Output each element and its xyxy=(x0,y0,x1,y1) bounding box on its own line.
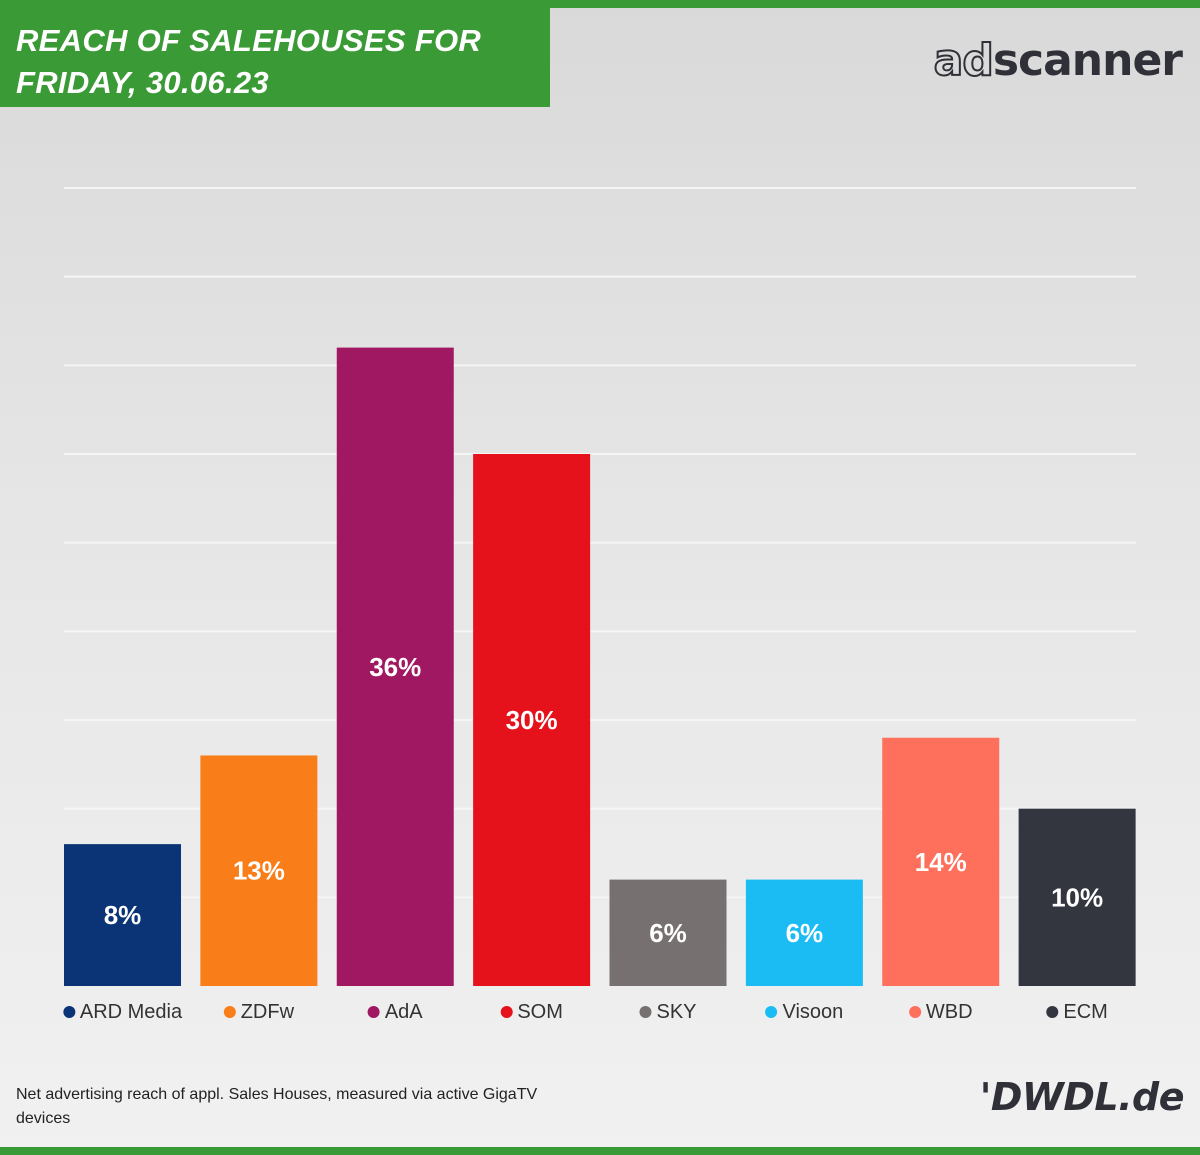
chart-title-line-2: FRIDAY, 30.06.23 xyxy=(16,65,269,100)
bar-visoon xyxy=(745,879,863,986)
legend-item: ARD Media xyxy=(62,1000,183,1024)
legend-item: Visoon xyxy=(765,1000,843,1024)
footnote: Net advertising reach of appl. Sales Hou… xyxy=(16,1086,538,1127)
logo-part-scanner: scanner xyxy=(992,35,1183,86)
bar-value-label: 8% xyxy=(104,900,142,930)
logo-part-ad: ad xyxy=(933,35,995,87)
legend-label: Visoon xyxy=(782,1000,844,1023)
legend-dot-icon xyxy=(639,1006,652,1018)
legend-label: SOM xyxy=(517,1000,563,1023)
dwdl-logo: 'DWDL.de xyxy=(979,1075,1185,1119)
legend-dot-icon xyxy=(765,1006,778,1018)
bar-sky xyxy=(609,879,727,986)
legend-dot-icon xyxy=(908,1006,921,1018)
bar-value-label: 6% xyxy=(649,918,687,948)
bar-value-label: 14% xyxy=(915,847,967,877)
legend-dot-icon xyxy=(62,1006,75,1018)
legend-label: SKY xyxy=(656,1000,697,1023)
chart-title-line-1: REACH OF SALEHOUSES FOR xyxy=(16,23,482,58)
legend-dot-icon xyxy=(1046,1006,1059,1018)
legend-dot-icon xyxy=(223,1006,236,1018)
bottom-accent-stripe xyxy=(0,1147,1200,1155)
bar-zdfw xyxy=(200,755,318,986)
adscanner-logo: adscanner xyxy=(933,35,1183,87)
legend-item: AdA xyxy=(367,1000,423,1024)
legend-dot-icon xyxy=(367,1006,380,1018)
legend-label: ECM xyxy=(1063,1000,1108,1023)
bar-value-label: 6% xyxy=(786,918,824,948)
legend-item: WBD xyxy=(908,1000,973,1024)
bar-ecm xyxy=(1018,808,1136,986)
bar-ada xyxy=(336,347,454,987)
legend-dot-icon xyxy=(500,1006,513,1018)
bar-value-label: 30% xyxy=(506,705,558,735)
bar-value-label: 36% xyxy=(369,652,421,682)
legend-item: ECM xyxy=(1046,1000,1108,1024)
bar-value-label: 13% xyxy=(233,856,285,886)
legend-item: ZDFw xyxy=(223,1000,295,1024)
legend-label: ZDFw xyxy=(240,1000,295,1023)
legend-label: ARD Media xyxy=(79,1000,183,1023)
legend-label: AdA xyxy=(384,1000,423,1023)
top-accent-stripe xyxy=(0,0,1200,8)
bar-ard-media xyxy=(64,844,181,986)
bar-som xyxy=(473,454,591,986)
bar-value-label: 10% xyxy=(1051,882,1103,912)
title-banner: REACH OF SALEHOUSES FOR FRIDAY, 30.06.23 xyxy=(0,8,550,107)
legend-item: SKY xyxy=(639,1000,697,1024)
bar-wbd xyxy=(882,737,1000,986)
legend-item: SOM xyxy=(500,1000,563,1024)
legend-label: WBD xyxy=(925,1000,973,1023)
